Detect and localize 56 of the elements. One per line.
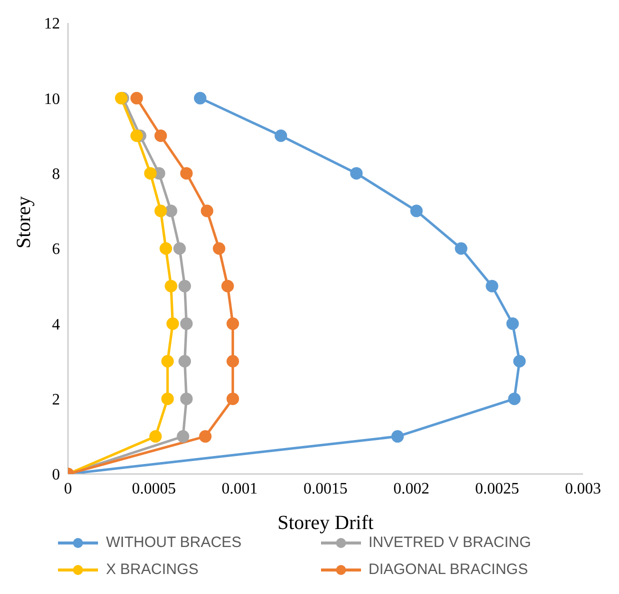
y-tick-label: 4 <box>52 316 60 334</box>
point <box>199 430 212 443</box>
point <box>226 392 240 406</box>
point <box>180 392 193 406</box>
y-axis-title: Storey <box>13 196 36 248</box>
point <box>164 204 178 218</box>
point <box>180 167 193 180</box>
point <box>180 317 193 330</box>
x-tick-label: 0.0025 <box>475 480 520 498</box>
point <box>391 430 404 443</box>
point <box>226 355 240 368</box>
legend-label: X BRACINGS <box>106 561 199 578</box>
point <box>144 167 157 180</box>
point <box>221 280 234 292</box>
y-tick-label: 6 <box>52 241 60 258</box>
point <box>212 242 226 255</box>
legend-label: DIAGONAL BRACINGS <box>368 561 528 578</box>
x-tick-label: 0.0015 <box>304 480 348 498</box>
point <box>508 392 521 406</box>
y-tick-label: 0 <box>52 466 60 484</box>
point <box>513 355 526 368</box>
point <box>274 130 288 142</box>
point <box>149 430 162 443</box>
point <box>161 392 174 406</box>
point <box>350 167 363 180</box>
point <box>178 355 191 368</box>
point <box>173 242 186 255</box>
x-tick-label: 0 <box>64 480 72 498</box>
point <box>226 317 240 330</box>
point <box>200 204 214 218</box>
x-tick-label: 0.002 <box>393 480 430 498</box>
point <box>178 280 191 292</box>
x-tick-label: 0.0005 <box>132 480 176 498</box>
y-tick-label: 8 <box>52 166 60 184</box>
point <box>194 92 206 104</box>
point <box>176 430 190 443</box>
point <box>130 130 143 142</box>
y-tick-label: 10 <box>44 90 60 108</box>
point <box>164 280 178 292</box>
point <box>160 242 172 255</box>
y-tick-label: 2 <box>52 392 60 409</box>
point <box>506 317 519 330</box>
point <box>410 204 423 218</box>
x-tick-label: 0.001 <box>222 480 258 498</box>
point <box>154 130 167 142</box>
point <box>154 204 167 218</box>
point <box>166 317 179 330</box>
legend-label: INVETRED V BRACING <box>368 534 532 551</box>
legend-label: WITHOUT BRACES <box>106 534 242 551</box>
point <box>130 92 143 104</box>
x-tick-label: 0.003 <box>565 480 601 498</box>
point <box>161 355 174 368</box>
point <box>454 242 468 255</box>
y-tick-label: 12 <box>44 16 60 33</box>
point <box>486 280 498 292</box>
x-axis-title: Storey Drift <box>277 512 374 534</box>
